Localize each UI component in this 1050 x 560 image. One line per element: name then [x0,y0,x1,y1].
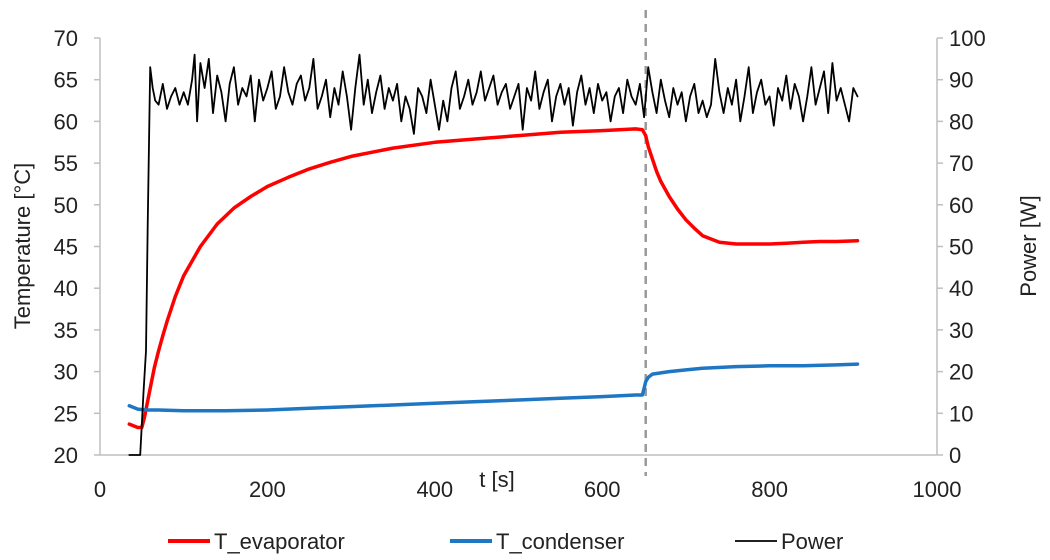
y-right-tick-label: 0 [949,443,961,468]
legend-label: T_condenser [496,529,624,554]
y-left-tick-label: 70 [54,26,78,51]
y-left-tick-label: 20 [54,443,78,468]
series-group [127,53,860,456]
series-line-t-evaporator [127,127,860,430]
y-left-axis-label: Temperature [°C] [10,163,35,330]
y-left-tick-label: 65 [54,68,78,93]
x-tick-label: 1000 [913,477,962,502]
legend-label: T_evaporator [214,529,345,554]
y-right-tick-label: 10 [949,401,973,426]
y-left-tick-label: 45 [54,235,78,260]
y-right-tick-label: 30 [949,318,973,343]
y-left-tick-label: 50 [54,193,78,218]
x-tick-label: 800 [751,477,788,502]
y-right-ticks: 0 10 20 30 40 50 60 70 80 90 100 [937,26,986,468]
y-left-tick-label: 60 [54,109,78,134]
y-left-tick-label: 55 [54,151,78,176]
y-left-ticks: 20 25 30 35 40 45 50 55 60 65 70 [54,26,100,468]
x-axis-label: t [s] [479,467,514,492]
y-left-tick-label: 35 [54,318,78,343]
y-right-tick-label: 100 [949,26,986,51]
y-right-tick-label: 50 [949,235,973,260]
y-right-tick-label: 20 [949,360,973,385]
y-right-tick-label: 40 [949,276,973,301]
series-line-t-condenser [127,362,860,413]
x-tick-label: 400 [416,477,453,502]
y-left-tick-label: 25 [54,401,78,426]
x-tick-label: 0 [94,477,106,502]
axes-group [99,38,938,456]
y-right-axis-label: Power [W] [1016,195,1041,296]
y-right-tick-label: 80 [949,109,973,134]
legend: T_evaporator T_condenser Power [168,529,843,554]
y-left-tick-label: 40 [54,276,78,301]
y-left-tick-label: 30 [54,360,78,385]
y-right-tick-label: 60 [949,193,973,218]
y-right-tick-label: 90 [949,68,973,93]
legend-label: Power [781,529,843,554]
x-tick-label: 600 [584,477,621,502]
x-tick-label: 200 [249,477,286,502]
x-ticks: 0 200 400 600 800 1000 [94,477,962,502]
y-right-tick-label: 70 [949,151,973,176]
series-line-power [128,53,859,456]
